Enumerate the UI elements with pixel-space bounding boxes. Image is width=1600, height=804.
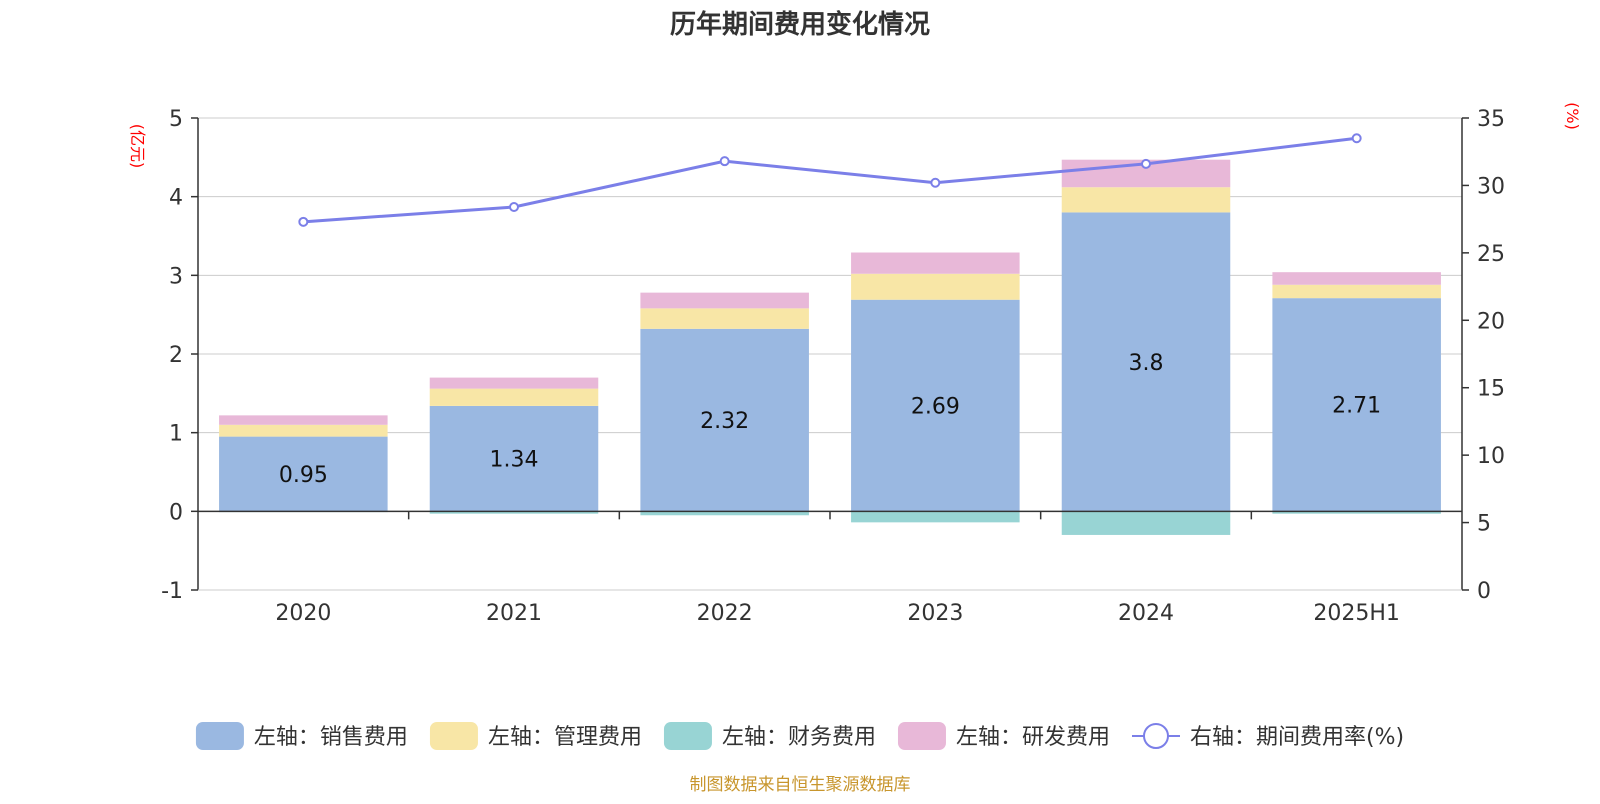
category-label-2025h1: 2025H1 (1313, 601, 1400, 626)
right-tick-label-25: 25 (1477, 242, 1505, 267)
legend-label-3: 左轴：研发费用 (956, 725, 1110, 750)
right-tick-label-5: 5 (1477, 512, 1491, 537)
bar-s1-2022 (640, 308, 809, 329)
category-label-2023: 2023 (907, 601, 963, 626)
bar-s2-2022 (640, 511, 809, 516)
data-label-2022: 2.32 (700, 409, 749, 434)
data-label-2025h1: 2.71 (1332, 394, 1381, 419)
bar-s1-2023 (851, 273, 1020, 300)
legend-swatch-3 (897, 722, 946, 750)
bar-s2-2023 (851, 511, 1020, 523)
legend-label-4: 右轴：期间费用率(%) (1190, 725, 1404, 750)
data-label-2020: 0.95 (279, 463, 328, 488)
bar-s1-2021 (429, 388, 599, 406)
data-label-2024: 3.8 (1129, 351, 1164, 376)
bar-s1-2024 (1061, 187, 1231, 213)
axes: -1 0 1 2 3 4 5 0 5 10 15 20 25 30 35 2020 2021 2022 2023 20… (161, 107, 1505, 626)
legend-marker-4 (1142, 723, 1169, 749)
left-tick-label-3: 3 (169, 264, 183, 289)
right-tick-label-0: 0 (1477, 579, 1491, 604)
bar-s1-2025h1 (1272, 284, 1441, 299)
left-tick-label-0: 0 (169, 500, 183, 525)
left-tick-label-1: 1 (169, 422, 183, 447)
legend-item-0: 左轴：销售费用 (195, 722, 408, 750)
rate-point-2022 (719, 156, 730, 167)
rate-point-2025h1 (1351, 133, 1362, 144)
bar-s0-2020 (219, 436, 388, 512)
rate-line-series (298, 133, 1362, 227)
chart-title: 历年期间费用变化情况 (670, 9, 930, 40)
legend-item-1: 左轴：管理费用 (429, 722, 642, 750)
bar-s0-2024 (1061, 212, 1231, 512)
category-label-2021: 2021 (486, 601, 542, 626)
category-label-2024: 2024 (1118, 601, 1174, 626)
bar-s2-2025h1 (1272, 511, 1441, 514)
bar-s0-2025h1 (1272, 298, 1441, 512)
left-tick-label-2: 2 (169, 343, 183, 368)
legend-item-4: 右轴：期间费用率(%) (1131, 723, 1404, 750)
rate-point-2021 (509, 202, 519, 213)
bar-s1-2020 (219, 424, 388, 437)
category-label-2022: 2022 (697, 601, 753, 626)
bar-s3-2023 (851, 252, 1020, 274)
right-axis-unit: (%) (1563, 102, 1582, 130)
legend: 左轴：销售费用 左轴：管理费用 左轴：财务费用 左轴：研发费用 右轴：期间费用率(%) (195, 722, 1404, 750)
right-tick-label-10: 10 (1477, 444, 1505, 469)
bar-s2-2021 (429, 511, 599, 514)
category-label-2020: 2020 (275, 601, 331, 626)
left-tick-label-5: 5 (169, 107, 183, 132)
data-labels: 0.95 1.34 2.32 2.69 3.8 2.71 (279, 351, 1381, 488)
legend-label-0: 左轴：销售费用 (254, 725, 408, 750)
source-note: 制图数据来自恒生聚源数据库 (690, 775, 911, 795)
rate-point-2024 (1141, 158, 1151, 169)
legend-item-3: 左轴：研发费用 (897, 722, 1110, 750)
left-tick-label-4: 4 (169, 186, 183, 211)
bar-s2-2024 (1061, 511, 1231, 535)
legend-label-2: 左轴：财务费用 (722, 725, 876, 750)
right-tick-label-35: 35 (1477, 107, 1505, 132)
data-label-2023: 2.69 (911, 395, 960, 420)
left-tick-label--1: -1 (161, 579, 183, 604)
rate-line (303, 136, 1357, 224)
bar-s0-2023 (851, 299, 1020, 512)
bar-s3-2022 (640, 292, 809, 309)
data-label-2021: 1.34 (490, 448, 539, 473)
left-axis-unit: (亿元) (128, 124, 147, 169)
bar-s3-2020 (219, 415, 388, 425)
bar-s0-2021 (429, 405, 599, 512)
right-tick-label-15: 15 (1477, 377, 1505, 402)
legend-swatch-1 (429, 722, 478, 750)
legend-label-1: 左轴：管理费用 (488, 725, 642, 750)
bar-s3-2025h1 (1272, 272, 1441, 285)
legend-swatch-0 (195, 722, 244, 750)
rate-point-2020 (298, 216, 309, 227)
legend-item-2: 左轴：财务费用 (663, 722, 876, 750)
right-tick-label-20: 20 (1477, 309, 1505, 334)
rate-point-2023 (930, 177, 941, 188)
bar-s0-2022 (640, 328, 809, 512)
right-tick-label-30: 30 (1477, 174, 1505, 199)
legend-swatch-2 (663, 722, 712, 750)
bar-s3-2021 (429, 377, 599, 389)
